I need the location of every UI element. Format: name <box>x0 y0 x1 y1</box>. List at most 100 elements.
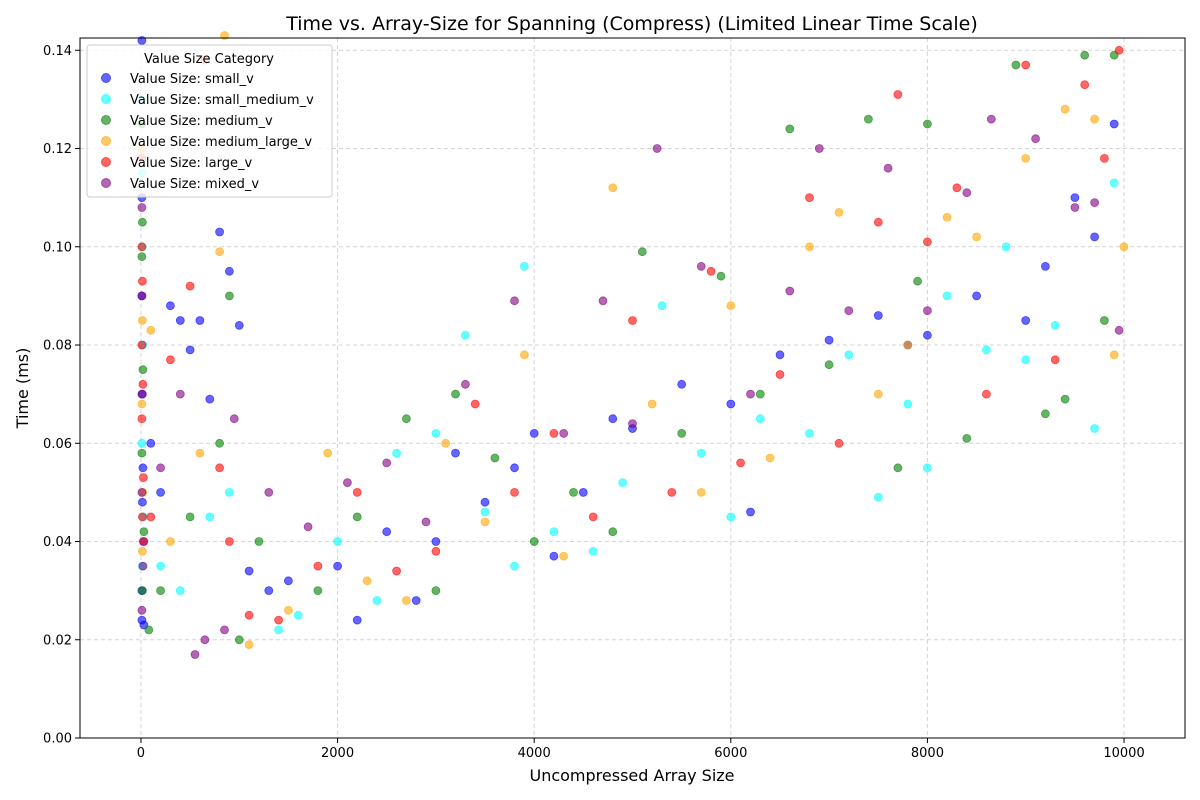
data-point <box>137 399 147 409</box>
data-point <box>138 379 148 389</box>
x-tick-label: 0 <box>137 746 145 761</box>
data-point <box>1050 320 1060 330</box>
data-point <box>274 615 284 625</box>
data-point <box>146 512 156 522</box>
data-point <box>805 193 814 203</box>
legend-label: Value Size: medium_large_v <box>130 135 312 150</box>
data-point <box>667 487 677 497</box>
legend-label: Value Size: mixed_v <box>130 177 259 192</box>
data-point <box>903 399 913 409</box>
data-point <box>200 635 210 645</box>
data-point <box>165 537 175 546</box>
data-point <box>451 448 460 458</box>
data-point <box>156 561 166 571</box>
data-point <box>323 448 333 458</box>
data-point <box>942 291 952 301</box>
data-point <box>185 345 195 355</box>
data-point <box>352 615 362 625</box>
data-point <box>460 379 470 389</box>
legend-marker <box>101 178 111 188</box>
data-point <box>864 114 873 124</box>
data-point <box>652 144 662 153</box>
data-point <box>549 551 559 561</box>
data-point <box>873 389 883 399</box>
data-point <box>185 281 195 291</box>
data-point <box>834 207 844 217</box>
data-point <box>215 227 225 237</box>
data-point <box>1021 355 1031 365</box>
series-2 <box>137 50 1119 645</box>
series-1 <box>137 95 1119 635</box>
data-point <box>608 183 618 193</box>
data-point <box>755 389 765 399</box>
data-point <box>138 365 148 375</box>
legend-marker <box>101 73 111 83</box>
data-point <box>137 316 147 325</box>
data-point <box>628 316 637 325</box>
data-point <box>903 340 913 350</box>
data-point <box>1109 119 1119 129</box>
data-point <box>215 247 225 257</box>
data-point <box>137 291 147 301</box>
data-point <box>401 596 411 605</box>
data-point <box>372 596 382 605</box>
data-point <box>824 360 834 370</box>
data-point <box>1080 50 1090 60</box>
data-point <box>746 507 755 517</box>
data-point <box>578 487 588 497</box>
data-point <box>923 119 932 129</box>
data-point <box>1100 153 1109 163</box>
data-point <box>1090 198 1099 208</box>
data-point <box>303 522 313 532</box>
data-point <box>139 527 149 537</box>
data-point <box>137 276 147 286</box>
data-point <box>401 414 411 424</box>
data-point <box>137 438 147 448</box>
data-point <box>224 291 234 301</box>
data-point <box>726 399 736 409</box>
data-point <box>805 428 814 438</box>
data-point <box>382 527 392 537</box>
data-point <box>873 311 883 320</box>
data-point <box>923 463 932 473</box>
data-point <box>520 350 529 360</box>
legend-items: Value Size: small_v Value Size: small_med… <box>101 72 314 192</box>
data-point <box>814 144 824 153</box>
data-point <box>431 546 441 556</box>
data-point <box>942 212 952 222</box>
data-point <box>137 242 147 252</box>
data-point <box>313 561 323 571</box>
data-point <box>1100 316 1109 325</box>
data-point <box>244 610 254 620</box>
x-tick-label: 10000 <box>1103 746 1144 761</box>
data-point <box>293 610 303 620</box>
data-point <box>431 428 441 438</box>
data-point <box>805 242 814 252</box>
data-point <box>677 428 687 438</box>
data-point <box>137 586 147 595</box>
data-point <box>234 320 244 330</box>
data-point <box>1090 424 1099 433</box>
data-point <box>598 296 608 306</box>
x-tick-label: 4000 <box>518 746 551 761</box>
legend-label: Value Size: medium_v <box>130 114 273 129</box>
data-point <box>529 428 539 438</box>
data-point <box>1021 153 1031 163</box>
data-point <box>205 394 215 404</box>
data-point <box>844 306 854 316</box>
legend-marker <box>101 136 111 146</box>
data-point <box>1031 134 1040 144</box>
data-point <box>696 487 706 497</box>
data-point <box>1080 80 1090 90</box>
data-point <box>480 517 490 527</box>
data-point <box>175 586 185 595</box>
data-point <box>460 330 470 340</box>
data-point <box>470 399 480 409</box>
data-point <box>175 316 185 325</box>
data-point <box>1109 178 1119 188</box>
data-point <box>411 596 421 605</box>
y-tick-label: 0.02 <box>43 633 72 648</box>
data-point <box>137 203 147 212</box>
data-point <box>441 438 451 448</box>
data-point <box>608 414 618 424</box>
